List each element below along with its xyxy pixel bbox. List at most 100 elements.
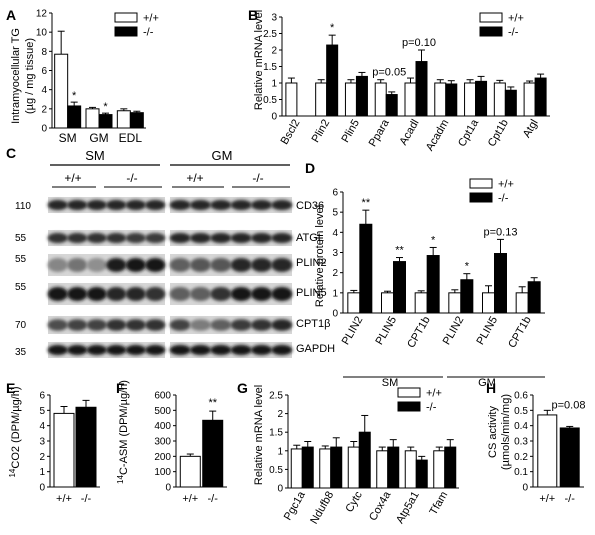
h-ylabel-units: (µmols/min/mg) bbox=[500, 394, 512, 470]
h-y-tick-label: 0.2 bbox=[514, 452, 528, 463]
g-legend-swatch-wt bbox=[397, 387, 421, 398]
blot-band bbox=[169, 232, 191, 244]
g-y-tick-label: 2 bbox=[277, 409, 283, 420]
panel-letter-h: H bbox=[486, 380, 496, 396]
g-wt-bar bbox=[433, 450, 446, 489]
g-wt-bar bbox=[319, 448, 332, 489]
h-y-tick-label: 0.5 bbox=[514, 406, 528, 417]
b-ko-bar bbox=[326, 44, 339, 117]
f-x-tick-label: -/- bbox=[208, 493, 219, 505]
mw-marker-110: 110 bbox=[15, 201, 31, 212]
b-ko-bar bbox=[385, 94, 398, 117]
d-ko-bar bbox=[393, 261, 406, 314]
e-y-tick-label: 2 bbox=[39, 452, 45, 463]
blot-band bbox=[86, 344, 107, 356]
blot-band bbox=[67, 199, 88, 211]
g-ko-bar bbox=[301, 446, 314, 489]
d-legend-swatch-ko bbox=[469, 192, 493, 203]
d-ko-bar bbox=[426, 255, 440, 314]
a-ko-bar bbox=[129, 112, 144, 129]
d-y-tick-label: 1 bbox=[332, 288, 338, 299]
b-y-tick-label: 3 bbox=[271, 13, 277, 24]
blot-band bbox=[250, 199, 273, 211]
g-legend-label-wt: +/+ bbox=[426, 388, 442, 400]
d-wt-bar bbox=[448, 292, 462, 314]
f-ylabel-sup: 14 bbox=[116, 474, 125, 483]
a-y-tick-label: 10 bbox=[36, 28, 48, 39]
blot-band bbox=[189, 286, 212, 302]
e-x-tick-label: -/- bbox=[81, 493, 92, 505]
blot-band bbox=[210, 199, 232, 211]
a-wt-bar bbox=[85, 108, 100, 129]
b-y-tick-label: 0.5 bbox=[263, 95, 277, 106]
d-x-tick-label: PLIN5 bbox=[474, 315, 500, 347]
b-ko-bar bbox=[355, 75, 368, 117]
d-x-tick-label: PLIN2 bbox=[340, 315, 366, 347]
g-x-tick-label: Cox4a bbox=[367, 489, 394, 523]
blot-band bbox=[169, 319, 191, 331]
d-annotation: ** bbox=[362, 197, 371, 209]
b-y-tick-label: 2 bbox=[271, 46, 277, 57]
blot-genotype-4: -/- bbox=[252, 171, 263, 185]
f-annotation: ** bbox=[208, 397, 217, 409]
a-ylabel-units: (µg / mg tissue) bbox=[24, 38, 36, 114]
blot-band bbox=[47, 232, 68, 244]
f-y-tick-label: 600 bbox=[154, 391, 171, 402]
a-annotation: * bbox=[103, 101, 108, 113]
blot-band bbox=[145, 344, 166, 356]
blot-band bbox=[106, 344, 127, 356]
blot-band bbox=[125, 257, 146, 273]
f-ylabel-text: C-ASM (DPM/µg/h) bbox=[118, 380, 130, 475]
e-ylabel-text: CO2 (DPM/µg/h) bbox=[10, 386, 22, 468]
blot-band bbox=[210, 286, 232, 302]
blot-band bbox=[230, 232, 252, 244]
blot-band bbox=[189, 319, 212, 331]
b-ko-bar bbox=[504, 89, 517, 117]
b-ylabel: Relative mRNA level bbox=[253, 10, 265, 110]
mw-marker-55a: 55 bbox=[15, 233, 27, 244]
g-y-tick-label: 1.5 bbox=[269, 428, 283, 439]
b-wt-bar bbox=[493, 82, 506, 117]
mw-marker-70: 70 bbox=[15, 320, 27, 331]
h-y-tick-label: 0.4 bbox=[514, 421, 528, 432]
blot-band bbox=[271, 199, 293, 211]
blot-band bbox=[271, 232, 293, 244]
a-y-tick-label: 0 bbox=[41, 124, 47, 135]
d-y-tick-label: 2 bbox=[332, 268, 338, 279]
a-y-tick-label: 4 bbox=[41, 85, 47, 96]
b-x-tick-label: Acadl bbox=[397, 118, 421, 148]
g-x-tick-label: Pgc1a bbox=[282, 489, 308, 523]
a-y-tick-label: 12 bbox=[36, 9, 48, 20]
b-ko-bar bbox=[445, 83, 458, 117]
blot-band bbox=[47, 319, 68, 331]
b-annotation: p=0.05 bbox=[372, 67, 406, 79]
blot-genotype-3: +/+ bbox=[186, 171, 203, 185]
b-legend-swatch-ko bbox=[479, 26, 503, 37]
blot-band bbox=[230, 257, 252, 273]
blot-genotype-1: +/+ bbox=[64, 171, 81, 185]
blot-band bbox=[210, 257, 232, 273]
b-y-tick-label: 1.5 bbox=[263, 62, 277, 73]
b-wt-bar bbox=[315, 82, 328, 117]
d-annotation: * bbox=[465, 261, 470, 273]
blot-band bbox=[169, 257, 191, 273]
panel-letter-e: E bbox=[6, 380, 15, 396]
blot-band bbox=[145, 199, 166, 211]
panel-letter-c: C bbox=[6, 145, 16, 161]
blot-band bbox=[86, 199, 107, 211]
d-legend-label-wt: +/+ bbox=[498, 179, 514, 191]
d-y-tick-label: 4 bbox=[332, 228, 338, 239]
b-annotation: p=0.10 bbox=[402, 37, 436, 49]
f-ylabel: 14C-ASM (DPM/µg/h) bbox=[116, 380, 130, 484]
blot-band bbox=[210, 344, 232, 356]
h-x-tick-label: +/+ bbox=[539, 493, 555, 505]
blot-band bbox=[169, 344, 191, 356]
blot-band bbox=[230, 199, 252, 211]
b-x-tick-label: Acadm bbox=[424, 118, 452, 154]
a-y-tick-label: 2 bbox=[41, 104, 47, 115]
h-annotation: p=0.08 bbox=[552, 399, 586, 411]
d-x-tick-label: PLIN2 bbox=[441, 315, 467, 347]
panel-letter-d: D bbox=[305, 160, 315, 176]
mw-marker-55c: 55 bbox=[15, 282, 27, 293]
